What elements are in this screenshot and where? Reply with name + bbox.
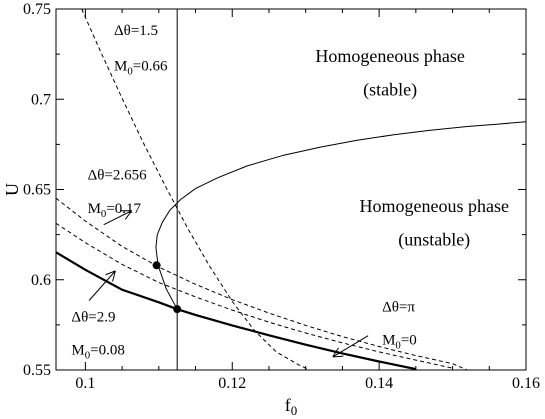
- curve-point-0: [152, 261, 161, 270]
- y-tick-label-3: 0.7: [31, 91, 51, 108]
- x-tick-label-1: 0.12: [218, 375, 246, 392]
- x-tick-label-2: 0.14: [365, 375, 393, 392]
- y-axis-label: U: [2, 183, 22, 196]
- series-line-1: [56, 222, 453, 369]
- plot-layer: [56, 9, 526, 370]
- y-tick-label-0: 0.55: [23, 362, 51, 379]
- annotation-arrow-3: [334, 335, 369, 357]
- region-label-1-line2: (unstable): [398, 229, 470, 250]
- series-line-0: [56, 251, 417, 370]
- region-label-0-line1: Homogeneous phase: [315, 46, 464, 66]
- series-annotation-3-line1: Δθ=π: [382, 299, 415, 315]
- annotation-arrow-1: [103, 211, 131, 226]
- series-annotation-2-line1: Δθ=2.9: [71, 309, 115, 325]
- region-label-1-line1: Homogeneous phase: [359, 196, 508, 216]
- series-annotation-0-line1: Δθ=1.5: [114, 23, 158, 39]
- series-line-3: [81, 9, 310, 370]
- series-annotation-2-line2: M0=0.08: [71, 343, 124, 362]
- y-tick-label-1: 0.6: [31, 272, 51, 289]
- series-annotation-1-line1: Δθ=2.656: [88, 168, 148, 184]
- annotation-arrow-2: [88, 272, 115, 301]
- curve-point-1: [173, 305, 182, 314]
- y-tick-label-4: 0.75: [23, 1, 51, 18]
- x-tick-label-3: 0.16: [512, 375, 540, 392]
- region-label-0-line2: (stable): [363, 80, 417, 101]
- x-tick-label-0: 0.1: [75, 375, 95, 392]
- y-tick-label-2: 0.65: [23, 182, 51, 199]
- series-annotation-0-line2: M0=0.66: [114, 58, 168, 77]
- annotation-layer: Homogeneous phase (stable) Homogeneous pha…: [71, 23, 509, 361]
- series-line-4: [155, 121, 526, 310]
- series-annotation-1-line2: M0=0.17: [88, 201, 142, 220]
- x-axis-label: f0: [285, 395, 297, 418]
- series-annotation-3-line2: M0=0: [382, 333, 417, 352]
